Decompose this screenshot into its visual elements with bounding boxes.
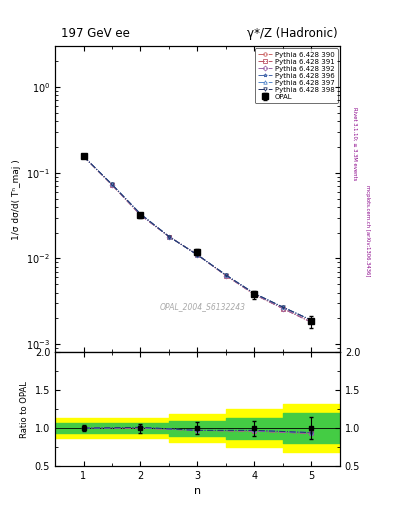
Y-axis label: Ratio to OPAL: Ratio to OPAL (20, 381, 29, 438)
Y-axis label: 1/σ dσ/d( Tⁿ_maj ): 1/σ dσ/d( Tⁿ_maj ) (12, 159, 20, 240)
Pythia 6.428 397 (309, 317, 314, 323)
Pythia 6.428 392 (138, 212, 143, 218)
Pythia 6.428 391 (81, 153, 86, 159)
Pythia 6.428 398 (309, 317, 314, 323)
Line: Pythia 6.428 398: Pythia 6.428 398 (82, 155, 313, 322)
Text: OPAL_2004_S6132243: OPAL_2004_S6132243 (160, 302, 246, 311)
Pythia 6.428 392 (167, 233, 171, 240)
Pythia 6.428 391 (252, 291, 257, 297)
Pythia 6.428 390 (224, 272, 228, 279)
Pythia 6.428 398 (110, 181, 114, 187)
Pythia 6.428 398 (138, 211, 143, 217)
Pythia 6.428 398 (81, 153, 86, 159)
Text: γ*/Z (Hadronic): γ*/Z (Hadronic) (246, 27, 337, 40)
Pythia 6.428 397 (167, 233, 171, 240)
Pythia 6.428 392 (309, 319, 314, 325)
Pythia 6.428 396 (224, 272, 228, 278)
Pythia 6.428 398 (224, 272, 228, 278)
Pythia 6.428 391 (138, 212, 143, 218)
Pythia 6.428 390 (309, 319, 314, 325)
Pythia 6.428 390 (110, 182, 114, 188)
Pythia 6.428 397 (281, 304, 285, 310)
Pythia 6.428 397 (224, 272, 228, 278)
Line: Pythia 6.428 392: Pythia 6.428 392 (82, 155, 313, 324)
Pythia 6.428 392 (110, 182, 114, 188)
Pythia 6.428 397 (195, 252, 200, 258)
Pythia 6.428 391 (110, 182, 114, 188)
Pythia 6.428 391 (195, 252, 200, 258)
Pythia 6.428 397 (81, 153, 86, 159)
Pythia 6.428 391 (281, 306, 285, 312)
Pythia 6.428 398 (195, 252, 200, 258)
Pythia 6.428 398 (281, 304, 285, 310)
Line: Pythia 6.428 391: Pythia 6.428 391 (82, 155, 313, 324)
Pythia 6.428 392 (195, 252, 200, 258)
Pythia 6.428 392 (252, 291, 257, 297)
Legend: Pythia 6.428 390, Pythia 6.428 391, Pythia 6.428 392, Pythia 6.428 396, Pythia 6: Pythia 6.428 390, Pythia 6.428 391, Pyth… (255, 48, 338, 103)
Pythia 6.428 396 (167, 233, 171, 240)
Pythia 6.428 397 (252, 290, 257, 296)
X-axis label: n: n (194, 486, 201, 496)
Text: Rivet 3.1.10; ≥ 3.3M events: Rivet 3.1.10; ≥ 3.3M events (352, 106, 357, 180)
Line: Pythia 6.428 390: Pythia 6.428 390 (82, 155, 313, 324)
Pythia 6.428 397 (138, 211, 143, 217)
Line: Pythia 6.428 396: Pythia 6.428 396 (82, 155, 313, 322)
Pythia 6.428 396 (252, 290, 257, 296)
Pythia 6.428 396 (195, 252, 200, 258)
Pythia 6.428 391 (309, 319, 314, 325)
Line: Pythia 6.428 397: Pythia 6.428 397 (82, 155, 313, 322)
Pythia 6.428 396 (281, 304, 285, 310)
Pythia 6.428 390 (281, 306, 285, 312)
Text: 197 GeV ee: 197 GeV ee (61, 27, 130, 40)
Pythia 6.428 392 (224, 272, 228, 279)
Pythia 6.428 396 (138, 211, 143, 217)
Pythia 6.428 398 (167, 233, 171, 240)
Pythia 6.428 392 (81, 153, 86, 159)
Pythia 6.428 390 (167, 233, 171, 240)
Pythia 6.428 396 (309, 317, 314, 323)
Pythia 6.428 390 (195, 252, 200, 258)
Pythia 6.428 396 (110, 181, 114, 187)
Pythia 6.428 397 (110, 181, 114, 187)
Text: mcplots.cern.ch [arXiv:1306.3436]: mcplots.cern.ch [arXiv:1306.3436] (365, 185, 370, 276)
Pythia 6.428 392 (281, 306, 285, 312)
Pythia 6.428 391 (167, 233, 171, 240)
Pythia 6.428 398 (252, 290, 257, 296)
Pythia 6.428 390 (138, 212, 143, 218)
Pythia 6.428 396 (81, 153, 86, 159)
Pythia 6.428 391 (224, 272, 228, 279)
Pythia 6.428 390 (81, 153, 86, 159)
Pythia 6.428 390 (252, 291, 257, 297)
